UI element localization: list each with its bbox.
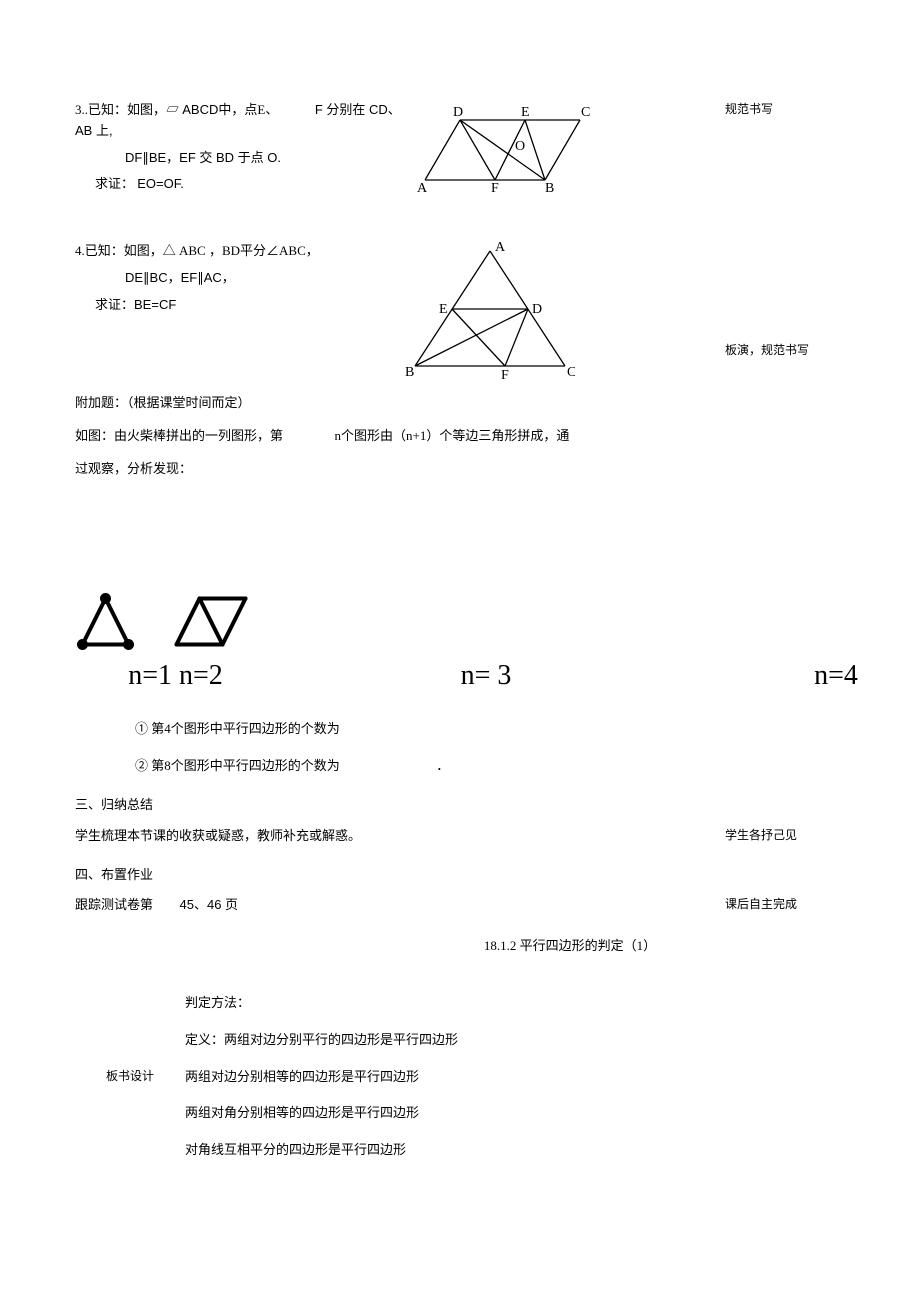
board-line-0: 判定方法：: [185, 993, 845, 1014]
triangle-n2: [169, 591, 276, 652]
q3-side: 规范书写: [715, 100, 845, 119]
q3-line1-b: ABCD: [182, 102, 218, 117]
q3-line2: DF∥BE，EF 交 BD 于点 O.: [75, 148, 415, 169]
homework-body-a: 跟踪测试卷第: [75, 897, 153, 912]
svg-text:E: E: [439, 302, 448, 317]
bonus-line-b: n个图形由（n+1）个等边三角形拼成，通: [335, 428, 570, 443]
q3-figure: A B F D C E O: [415, 100, 595, 201]
tri-group-1-2: n=1 n=2: [75, 591, 276, 699]
bonus-line2: 过观察，分析发现：: [75, 459, 845, 480]
summary-heading: 三、归纳总结: [75, 795, 845, 816]
triangle-n4: [686, 502, 920, 652]
q3-line1-a: 3..已知：如图，▱: [75, 102, 182, 117]
summary-row: 学生梳理本节课的收获或疑惑，教师补充或解惑。 学生各抒己见: [75, 826, 845, 847]
homework-row: 跟踪测试卷第 45、46 页 课后自主完成: [75, 895, 845, 916]
board-line-4: 对角线互相平分的四边形是平行四边形: [185, 1140, 845, 1161]
triangle-n3: [336, 502, 636, 652]
bonus-heading: 附加题：（根据课堂时间而定）: [75, 393, 845, 414]
tri-label-3: n= 3: [336, 654, 636, 699]
tri-label-4: n=4: [686, 654, 920, 699]
board-line-3: 两组对角分别相等的四边形是平行四边形: [185, 1103, 845, 1124]
board-title: 18.1.2 平行四边形的判定（1）: [295, 936, 845, 957]
q4-line3: 求证：BE=CF: [75, 295, 405, 316]
board-right: 判定方法： 定义：两组对边分别平行的四边形是平行四边形 两组对边分别相等的四边形…: [185, 977, 845, 1177]
svg-text:F: F: [491, 181, 499, 195]
tri-group-3: n= 3: [336, 502, 636, 699]
tri-label-1-2: n=1 n=2: [75, 654, 276, 699]
summary-side: 学生各抒己见: [715, 826, 845, 845]
bonus-q1: ① 第4个图形中平行四边形的个数为: [135, 719, 845, 740]
triangles-row-wrap: n=1 n=2 n= 3 n=4 合作交流: [75, 492, 845, 704]
svg-text:B: B: [545, 181, 554, 195]
svg-text:B: B: [405, 365, 414, 380]
svg-text:A: A: [417, 181, 428, 195]
svg-text:A: A: [495, 241, 506, 255]
question-4-main: 4.已知：如图，△ ABC ，BD平分∠ABC， DE∥BC，EF∥AC， 求证…: [75, 241, 715, 381]
bonus-q2-tail: ．: [436, 758, 449, 773]
bonus-line1: 如图：由火柴棒拼出的一列图形，第 n个图形由（n+1）个等边三角形拼成，通: [75, 426, 845, 447]
svg-text:D: D: [532, 302, 542, 317]
q4-figure: A B C E D F: [405, 241, 575, 381]
homework-body: 跟踪测试卷第 45、46 页: [75, 895, 715, 916]
svg-text:C: C: [567, 365, 575, 380]
triangles-figures: n=1 n=2 n= 3 n=4: [75, 502, 920, 699]
board-line-1: 定义：两组对边分别平行的四边形是平行四边形: [185, 1030, 845, 1051]
svg-text:O: O: [515, 139, 525, 154]
bonus-section: 附加题：（根据课堂时间而定） 如图：由火柴棒拼出的一列图形，第 n个图形由（n+…: [75, 393, 845, 777]
svg-text:C: C: [581, 105, 590, 120]
page: 3..已知：如图，▱ ABCD中，点E、 F 分别在 CD、AB 上, DF∥B…: [0, 0, 920, 1237]
board-table: 板书设计 判定方法： 定义：两组对边分别平行的四边形是平行四边形 两组对边分别相…: [75, 977, 845, 1177]
homework-side: 课后自主完成: [715, 895, 845, 914]
bonus-line-a: 如图：由火柴棒拼出的一列图形，第: [75, 428, 283, 443]
svg-text:E: E: [521, 105, 530, 120]
q4-line2: DE∥BC，EF∥AC，: [75, 268, 405, 289]
homework-heading: 四、布置作业: [75, 865, 845, 886]
q3-line1: 3..已知：如图，▱ ABCD中，点E、 F 分别在 CD、AB 上,: [75, 100, 415, 142]
q4-line1: 4.已知：如图，△ ABC ，BD平分∠ABC，: [75, 241, 405, 262]
homework-body-b: 45、46 页: [180, 897, 239, 912]
question-3-main: 3..已知：如图，▱ ABCD中，点E、 F 分别在 CD、AB 上, DF∥B…: [75, 100, 715, 201]
triangle-n1: [75, 591, 159, 652]
question-3-row: 3..已知：如图，▱ ABCD中，点E、 F 分别在 CD、AB 上, DF∥B…: [75, 100, 845, 201]
q4-side: 板演，规范书写: [715, 241, 845, 360]
svg-text:F: F: [501, 368, 509, 381]
svg-text:D: D: [453, 105, 463, 120]
bonus-q2: ② 第8个图形中平行四边形的个数为 ．: [135, 756, 845, 777]
question-4-row: 4.已知：如图，△ ABC ，BD平分∠ABC， DE∥BC，EF∥AC， 求证…: [75, 241, 845, 381]
board-line-2: 两组对边分别相等的四边形是平行四边形: [185, 1067, 845, 1088]
q3-line1-c: 中，点E、: [218, 102, 278, 117]
tri-group-4: n=4: [686, 502, 920, 699]
q3-line3: 求证： EO=OF.: [75, 174, 415, 195]
bonus-q2-text: ② 第8个图形中平行四边形的个数为: [135, 758, 340, 773]
summary-body: 学生梳理本节课的收获或疑惑，教师补充或解惑。: [75, 826, 715, 847]
board-left: 板书设计: [75, 977, 185, 1177]
